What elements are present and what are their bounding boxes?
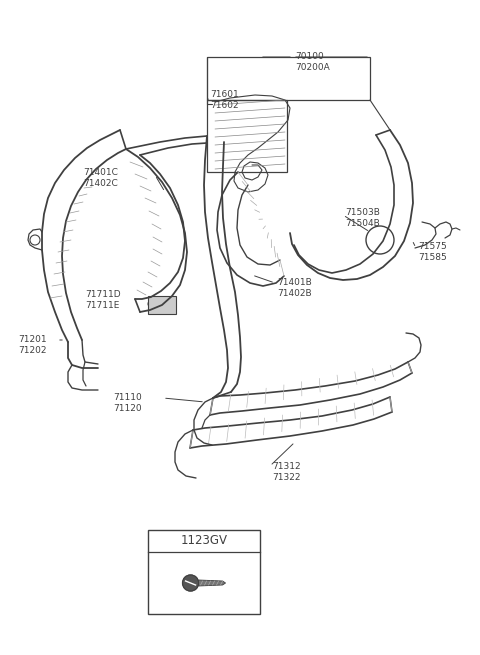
Text: 71201
71202: 71201 71202 — [18, 335, 47, 355]
Polygon shape — [199, 580, 226, 586]
Text: 71575
71585: 71575 71585 — [418, 242, 447, 262]
Bar — [148, 296, 176, 314]
Text: 71711D
71711E: 71711D 71711E — [85, 290, 120, 310]
Text: 71401B
71402B: 71401B 71402B — [277, 278, 312, 298]
Text: 1123GV: 1123GV — [180, 534, 228, 548]
Text: 70100
70200A: 70100 70200A — [295, 52, 330, 72]
Bar — [148, 530, 260, 614]
Text: 71503B
71504B: 71503B 71504B — [345, 208, 380, 228]
Text: 71110
71120: 71110 71120 — [113, 393, 142, 413]
Text: 71601
71602: 71601 71602 — [210, 90, 239, 110]
Bar — [207, 57, 370, 100]
Text: 71401C
71402C: 71401C 71402C — [83, 168, 118, 188]
Bar — [207, 100, 287, 172]
Text: 71312
71322: 71312 71322 — [272, 462, 300, 482]
Circle shape — [182, 575, 199, 591]
